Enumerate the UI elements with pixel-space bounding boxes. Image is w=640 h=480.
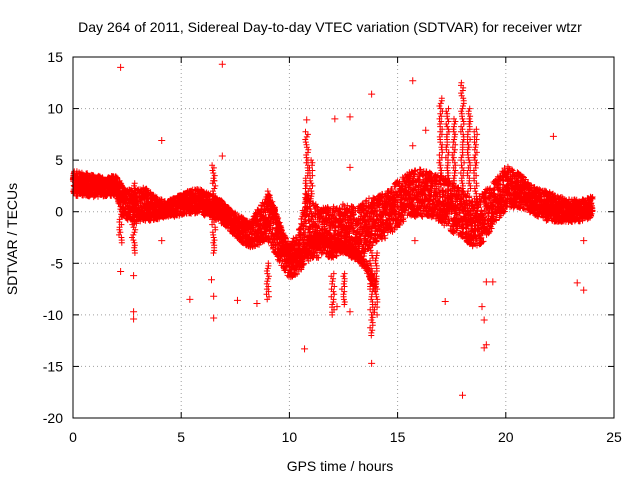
- x-tick-label: 25: [606, 429, 622, 445]
- outlier-point: [368, 359, 376, 367]
- outlier-point: [303, 116, 311, 124]
- outlier-point: [218, 152, 226, 160]
- plot-frame: [72, 56, 615, 419]
- outlier-point: [158, 237, 166, 245]
- outlier-point: [549, 132, 557, 140]
- outlier-point: [346, 113, 354, 121]
- outlier-point: [210, 177, 218, 185]
- y-tick-label: 10: [47, 101, 63, 117]
- grid-lines: [73, 57, 614, 418]
- y-tick-label: 0: [55, 204, 63, 220]
- outlier-point: [409, 77, 417, 85]
- y-axis-ticks: -20 -15 -10 -5 0 5 10 15: [43, 49, 614, 426]
- outlier-point: [580, 286, 588, 294]
- y-tick-label: -15: [43, 358, 63, 374]
- chart-title: Day 264 of 2011, Sidereal Day-to-day VTE…: [78, 19, 582, 35]
- outlier-point: [422, 126, 430, 134]
- outlier-point: [459, 391, 467, 399]
- outlier-point: [301, 345, 309, 353]
- outlier-point: [218, 60, 226, 68]
- outlier-point: [482, 341, 490, 349]
- outlier-point: [480, 316, 488, 324]
- outlier-point: [331, 115, 339, 123]
- outlier-point: [478, 303, 486, 311]
- x-tick-label: 10: [282, 429, 298, 445]
- outlier-point: [130, 308, 138, 316]
- outlier-point: [411, 237, 419, 245]
- outlier-point: [580, 237, 588, 245]
- outlier-point: [117, 268, 125, 276]
- y-tick-label: 5: [55, 152, 63, 168]
- outlier-point: [158, 137, 166, 145]
- x-axis-label: GPS time / hours: [287, 458, 394, 474]
- outlier-point: [482, 278, 490, 286]
- outlier-point: [207, 276, 215, 284]
- outlier-point: [441, 297, 449, 305]
- outlier-point: [210, 292, 218, 300]
- y-tick-label: -10: [43, 307, 63, 323]
- x-tick-label: 0: [69, 429, 77, 445]
- outlier-point: [130, 272, 138, 280]
- x-axis-ticks: 0 5 10 15 20 25: [69, 57, 622, 445]
- outlier-point: [186, 295, 194, 303]
- outlier-point: [346, 163, 354, 171]
- outlier-point: [346, 308, 354, 316]
- x-tick-label: 15: [390, 429, 406, 445]
- data-points: [69, 60, 596, 399]
- outlier-point: [117, 63, 125, 71]
- outlier-point: [233, 296, 241, 304]
- x-tick-label: 20: [498, 429, 514, 445]
- outlier-point: [368, 90, 376, 98]
- x-tick-label: 5: [177, 429, 185, 445]
- y-axis-label: SDTVAR / TECUs: [4, 183, 20, 295]
- outlier-point: [210, 314, 218, 322]
- outlier-point: [130, 315, 138, 323]
- y-tick-label: 15: [47, 49, 63, 65]
- outlier-point: [489, 278, 497, 286]
- outlier-point: [333, 303, 341, 311]
- outlier-point: [573, 279, 581, 287]
- y-tick-label: -20: [43, 410, 63, 426]
- y-tick-label: -5: [51, 255, 64, 271]
- outlier-point: [409, 142, 417, 150]
- outlier-point: [253, 300, 261, 308]
